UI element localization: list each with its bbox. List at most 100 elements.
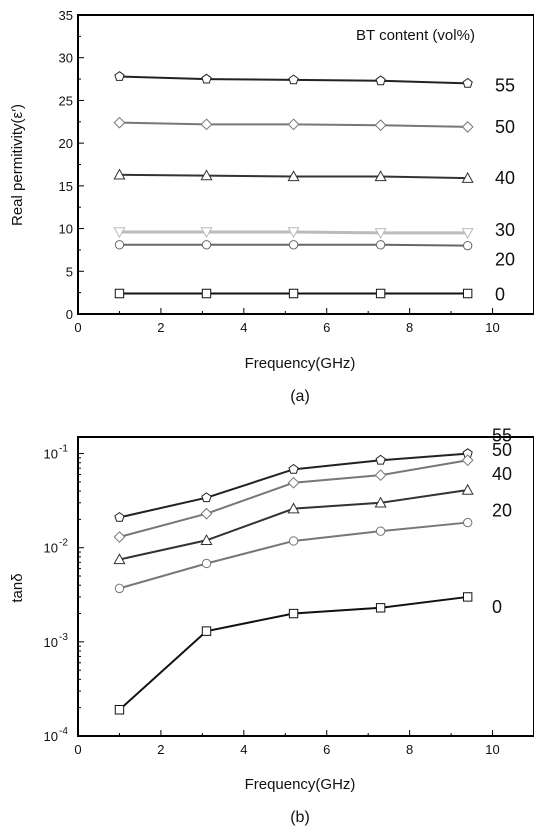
- x-axis-label-b: Frequency(GHz): [245, 776, 356, 793]
- y-tick-label: 25: [59, 93, 73, 108]
- data-point: [375, 526, 386, 536]
- data-point: [374, 119, 387, 132]
- data-point: [287, 170, 300, 182]
- plot-frame-b: [77, 436, 534, 737]
- data-point: [288, 463, 299, 474]
- series-50: 50: [113, 440, 512, 543]
- data-point: [375, 454, 386, 465]
- data-point: [201, 626, 212, 636]
- x-tick-label: 10: [485, 742, 499, 757]
- series-label: 50: [492, 440, 512, 460]
- data-point: [201, 73, 212, 84]
- data-point: [462, 517, 473, 528]
- series-line: [119, 489, 468, 561]
- y-axis-label-b: tanδ: [9, 573, 26, 602]
- data-point: [201, 558, 212, 569]
- series-label: 50: [495, 117, 515, 137]
- x-tick-label: 8: [406, 320, 413, 335]
- data-point: [288, 288, 299, 299]
- series-30: 30: [113, 220, 515, 240]
- data-point: [200, 118, 213, 131]
- x-tick-label: 2: [157, 320, 164, 335]
- data-point: [113, 531, 126, 543]
- data-point: [375, 603, 386, 613]
- data-point: [288, 608, 299, 619]
- data-point: [374, 496, 387, 508]
- data-point: [201, 240, 212, 250]
- data-point: [288, 240, 299, 250]
- y-tick-label: 10: [44, 541, 58, 556]
- x-tick-label: 4: [240, 742, 247, 757]
- y-tick-label: 0: [66, 307, 73, 322]
- data-point: [201, 288, 212, 299]
- series-20: 20: [114, 501, 512, 594]
- x-tick-label: 0: [74, 742, 81, 757]
- series-50: 50: [113, 116, 515, 137]
- y-tick-label: 10: [44, 447, 58, 462]
- y-tick-label: 10: [44, 635, 58, 650]
- caption-b: (b): [290, 809, 310, 826]
- y-tick-exponent: -2: [59, 538, 68, 549]
- data-point: [287, 118, 300, 131]
- x-tick-label: 4: [240, 320, 247, 335]
- data-point: [375, 75, 386, 86]
- series-label: 40: [492, 464, 512, 484]
- data-point: [201, 492, 212, 503]
- data-point: [287, 502, 300, 514]
- chart-panel-a: 0 2 4 6 8 10 0 5 10 15 20 25 30 35 55 50 40 30 20 0 Freque…: [9, 8, 534, 405]
- y-tick-label: 20: [59, 136, 73, 151]
- series-55: 55: [114, 426, 512, 522]
- data-point: [200, 169, 213, 181]
- series-label: 20: [492, 501, 512, 521]
- series-label: 55: [492, 426, 512, 446]
- data-point: [114, 288, 125, 299]
- data-point: [461, 121, 474, 133]
- data-point: [287, 227, 300, 239]
- series-label: 20: [495, 250, 515, 270]
- data-point: [461, 483, 474, 495]
- x-tick-label: 6: [323, 320, 330, 335]
- y-axis-label-a: Real permitivity(ε′): [9, 104, 26, 226]
- data-point: [113, 227, 126, 239]
- y-tick-label: 30: [59, 51, 73, 66]
- y-tick-label: 10: [59, 222, 73, 237]
- series-label: 0: [492, 597, 502, 617]
- y-tick-label: 35: [59, 8, 73, 23]
- x-tick-label: 0: [74, 320, 81, 335]
- data-point: [288, 536, 299, 546]
- series-20: 20: [114, 240, 515, 270]
- x-tick-label: 10: [485, 320, 499, 335]
- x-tick-label: 8: [406, 742, 413, 757]
- data-point: [462, 77, 473, 88]
- data-point: [200, 534, 213, 545]
- data-point: [114, 71, 125, 81]
- data-point: [200, 227, 213, 239]
- data-point: [288, 74, 299, 85]
- data-point: [113, 116, 126, 129]
- series-label: 55: [495, 75, 515, 95]
- data-point: [114, 511, 125, 522]
- series-label: 40: [495, 168, 515, 188]
- data-point: [200, 507, 213, 520]
- series-0: 0: [114, 592, 502, 715]
- x-tick-label: 2: [157, 742, 164, 757]
- data-point: [287, 476, 300, 489]
- data-point: [374, 228, 387, 240]
- data-point: [374, 170, 387, 182]
- y-tick-label: 15: [59, 179, 73, 194]
- data-point: [113, 168, 126, 180]
- y-tick-exponent: -4: [59, 726, 68, 737]
- series-40: 40: [113, 464, 512, 565]
- x-axis-label-a: Frequency(GHz): [245, 355, 356, 372]
- data-point: [461, 228, 474, 240]
- data-point: [375, 240, 386, 250]
- plot-frame-a: [77, 14, 534, 315]
- data-point: [462, 240, 473, 251]
- data-point: [461, 171, 474, 183]
- y-tick-label: 10: [44, 729, 58, 744]
- data-point: [114, 240, 125, 250]
- data-point: [375, 288, 386, 299]
- series-label: 30: [495, 220, 515, 240]
- data-point: [374, 469, 387, 482]
